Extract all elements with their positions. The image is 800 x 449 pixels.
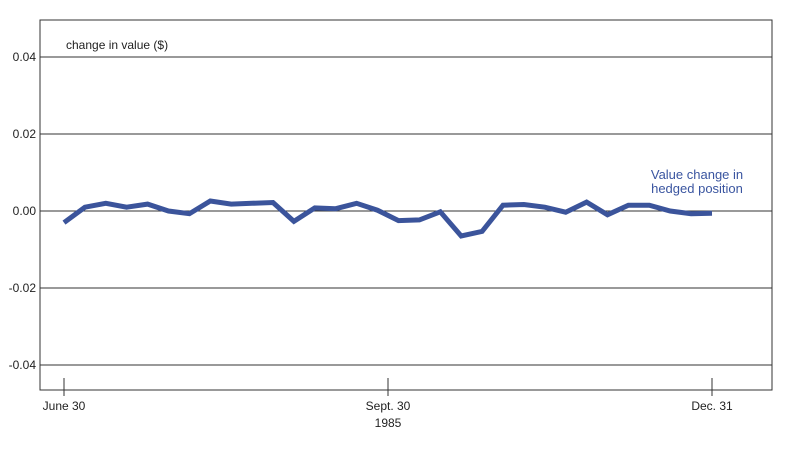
series-label-line-1: Value change in bbox=[651, 167, 743, 182]
plot-frame bbox=[39, 19, 773, 391]
y-tick-label: -0.04 bbox=[9, 358, 37, 372]
y-tick-label: 0.00 bbox=[13, 204, 37, 218]
series-group bbox=[62, 198, 713, 239]
y-tick-label: 0.02 bbox=[13, 127, 37, 141]
x-tick-label: Dec. 31 bbox=[691, 399, 733, 413]
y-axis-title: change in value ($) bbox=[66, 38, 168, 52]
y-tick-label: 0.04 bbox=[13, 50, 37, 64]
x-tick-label: Sept. 30 bbox=[366, 399, 411, 413]
x-axis-title: 1985 bbox=[375, 416, 402, 430]
y-tick-label: -0.02 bbox=[9, 281, 37, 295]
y-tick-labels: 0.04 0.02 0.00 -0.02 -0.04 bbox=[9, 50, 37, 372]
gridlines bbox=[40, 56, 772, 366]
series-line bbox=[62, 198, 713, 239]
x-tick-label: June 30 bbox=[43, 399, 86, 413]
x-tick-marks: June 30 Sept. 30 Dec. 31 bbox=[43, 378, 733, 413]
series-label-line-2: hedged position bbox=[651, 181, 743, 196]
